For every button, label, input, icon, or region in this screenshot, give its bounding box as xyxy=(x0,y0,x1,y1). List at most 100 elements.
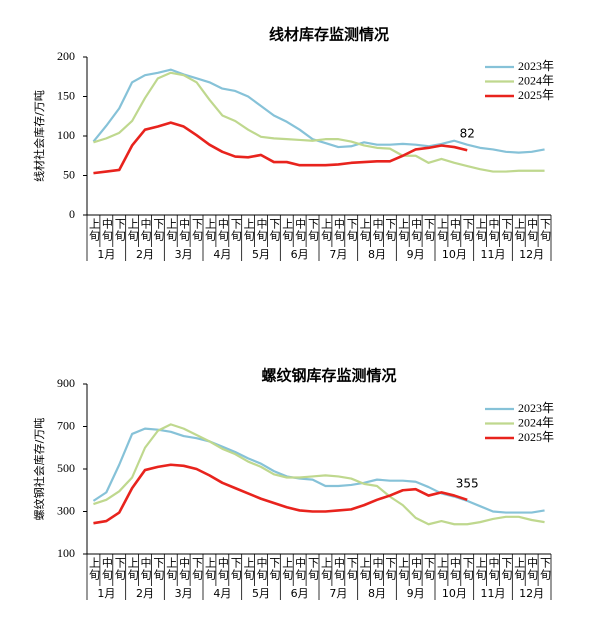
x-tick-label: 中旬 xyxy=(448,218,461,242)
month-label: 1月 xyxy=(97,587,115,600)
x-tick-label: 中旬 xyxy=(332,218,345,242)
month-label: 5月 xyxy=(252,587,270,600)
x-tick-label: 下旬 xyxy=(152,218,165,242)
month-label: 6月 xyxy=(291,587,309,600)
x-tick-label: 中旬 xyxy=(100,218,113,242)
month-label: 2月 xyxy=(136,248,154,261)
x-tick-label: 下旬 xyxy=(423,557,436,581)
x-tick-label: 中旬 xyxy=(255,218,268,242)
month-label: 6月 xyxy=(291,248,309,261)
x-tick-label: 中旬 xyxy=(139,218,152,242)
x-tick-label: 中旬 xyxy=(139,557,152,581)
x-tick-label: 上旬 xyxy=(474,218,487,242)
x-tick-label: 下旬 xyxy=(345,218,358,242)
month-label: 11月 xyxy=(481,248,506,261)
x-tick-label: 中旬 xyxy=(526,557,539,581)
chart-title: 螺纹钢库存监测情况 xyxy=(261,367,396,385)
x-tick-label: 上旬 xyxy=(165,557,178,581)
data-label: 355 xyxy=(456,476,479,490)
x-tick-label: 中旬 xyxy=(100,557,113,581)
x-tick-label: 中旬 xyxy=(178,218,191,242)
y-tick-label: 0 xyxy=(69,207,75,221)
x-tick-label: 上旬 xyxy=(281,218,294,242)
x-tick-label: 上旬 xyxy=(242,557,255,581)
x-tick-label: 下旬 xyxy=(384,557,397,581)
x-tick-label: 下旬 xyxy=(268,557,281,581)
x-tick-label: 下旬 xyxy=(113,557,126,581)
x-tick-label: 下旬 xyxy=(345,557,358,581)
x-tick-label: 下旬 xyxy=(539,557,552,581)
x-tick-label: 下旬 xyxy=(113,218,126,242)
y-tick-label: 100 xyxy=(57,546,75,560)
y-tick-label: 900 xyxy=(57,376,75,390)
month-label: 9月 xyxy=(407,248,425,261)
month-label: 1月 xyxy=(97,248,115,261)
month-label: 8月 xyxy=(368,248,386,261)
month-label: 8月 xyxy=(368,587,386,600)
x-tick-label: 下旬 xyxy=(500,557,513,581)
month-label: 11月 xyxy=(481,587,506,600)
x-tick-label: 上旬 xyxy=(87,218,100,242)
series-line xyxy=(93,71,545,173)
x-tick-label: 下旬 xyxy=(268,218,281,242)
month-label: 5月 xyxy=(252,248,270,261)
data-label: 82 xyxy=(460,127,475,141)
x-tick-label: 中旬 xyxy=(487,218,500,242)
series-line xyxy=(92,427,545,514)
y-axis-label: 螺纹钢社会库存/万吨 xyxy=(32,418,46,521)
x-tick-label: 中旬 xyxy=(410,218,423,242)
month-label: 4月 xyxy=(213,248,231,261)
x-tick-label: 下旬 xyxy=(229,218,242,242)
x-tick-label: 上旬 xyxy=(319,218,332,242)
x-tick-label: 上旬 xyxy=(435,218,448,242)
y-tick-label: 150 xyxy=(57,88,75,102)
x-tick-label: 中旬 xyxy=(216,218,229,242)
x-tick-label: 上旬 xyxy=(281,557,294,581)
x-tick-label: 上旬 xyxy=(358,218,371,242)
x-tick-label: 中旬 xyxy=(332,557,345,581)
month-label: 9月 xyxy=(407,587,425,600)
x-tick-label: 中旬 xyxy=(294,218,307,242)
x-tick-label: 上旬 xyxy=(358,557,371,581)
x-tick-label: 上旬 xyxy=(87,557,100,581)
x-tick-label: 中旬 xyxy=(371,218,384,242)
x-tick-label: 上旬 xyxy=(203,557,216,581)
y-tick-label: 700 xyxy=(57,418,75,432)
y-axis-label: 线材社会库存/万吨 xyxy=(32,90,46,182)
month-label: 10月 xyxy=(442,248,467,261)
series-line xyxy=(93,463,468,525)
month-label: 12月 xyxy=(519,248,544,261)
x-tick-label: 下旬 xyxy=(307,557,320,581)
legend-label: 2024年 xyxy=(518,415,554,429)
x-tick-label: 下旬 xyxy=(191,218,204,242)
month-label: 10月 xyxy=(442,587,467,600)
x-tick-label: 上旬 xyxy=(397,218,410,242)
x-tick-label: 下旬 xyxy=(461,557,474,581)
x-tick-label: 上旬 xyxy=(435,557,448,581)
x-tick-label: 上旬 xyxy=(203,218,216,242)
x-tick-label: 下旬 xyxy=(307,218,320,242)
x-tick-label: 下旬 xyxy=(539,218,552,242)
x-tick-label: 下旬 xyxy=(152,557,165,581)
x-tick-label: 下旬 xyxy=(461,218,474,242)
legend-label: 2025年 xyxy=(518,430,554,444)
x-tick-label: 上旬 xyxy=(474,557,487,581)
legend-label: 2023年 xyxy=(518,401,554,415)
x-tick-label: 上旬 xyxy=(126,557,139,581)
legend-label: 2023年 xyxy=(518,59,554,73)
x-tick-label: 中旬 xyxy=(216,557,229,581)
month-label: 3月 xyxy=(175,587,193,600)
x-tick-label: 上旬 xyxy=(242,218,255,242)
x-tick-label: 上旬 xyxy=(513,218,526,242)
legend-label: 2025年 xyxy=(518,88,554,102)
x-tick-label: 上旬 xyxy=(319,557,332,581)
x-tick-label: 中旬 xyxy=(294,557,307,581)
month-label: 3月 xyxy=(175,248,193,261)
x-tick-label: 下旬 xyxy=(229,557,242,581)
month-label: 7月 xyxy=(329,587,347,600)
x-tick-label: 上旬 xyxy=(513,557,526,581)
y-tick-label: 100 xyxy=(57,128,75,142)
y-tick-label: 500 xyxy=(57,461,75,475)
series-line xyxy=(92,68,545,154)
x-tick-label: 中旬 xyxy=(526,218,539,242)
